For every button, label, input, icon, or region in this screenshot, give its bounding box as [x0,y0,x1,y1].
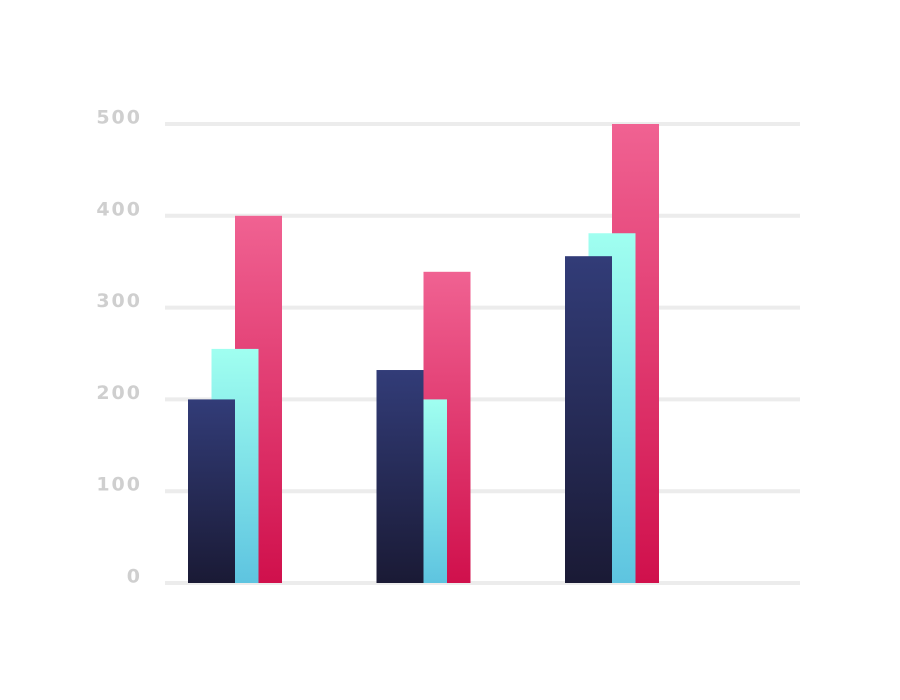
bar [565,256,612,583]
y-tick-label: 0 [127,566,142,588]
bar [188,399,235,583]
y-tick-label: 400 [96,198,142,220]
y-tick-label: 300 [96,290,142,312]
bar [376,370,424,583]
y-tick-label: 500 [96,107,142,129]
y-tick-label: 100 [96,474,142,496]
y-tick-label: 200 [96,382,142,404]
